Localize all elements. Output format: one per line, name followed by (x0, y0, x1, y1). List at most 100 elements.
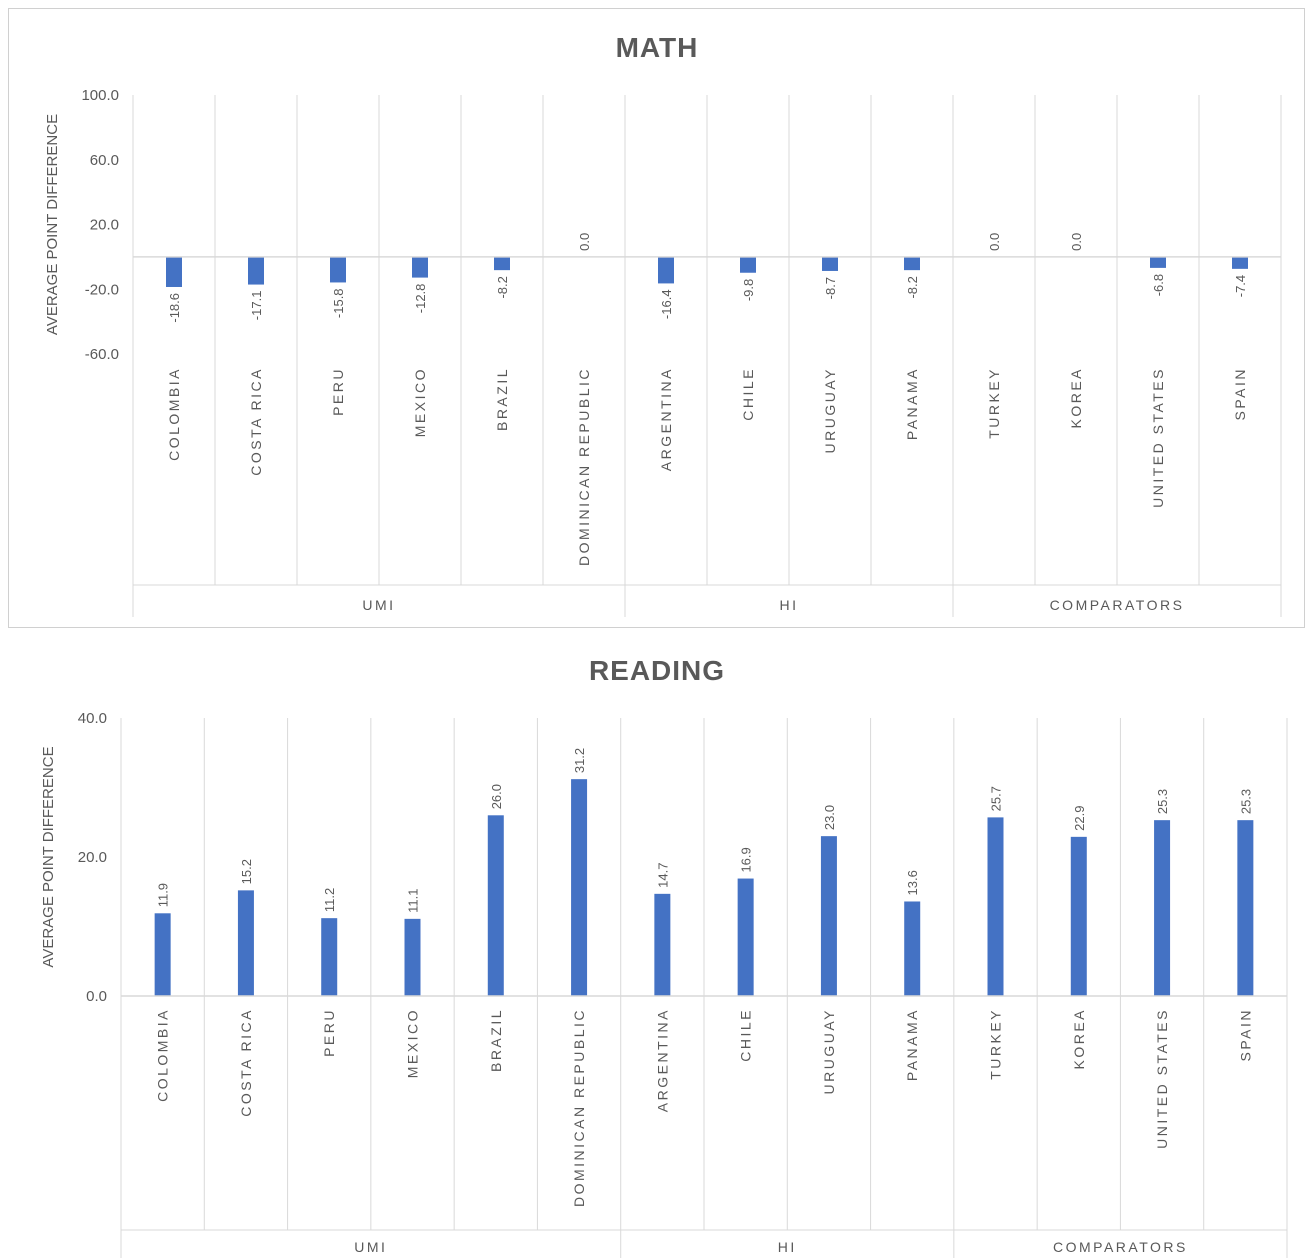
chart-title: READING (589, 655, 725, 686)
group-label: COMPARATORS (1053, 1239, 1188, 1255)
data-label: 22.9 (1072, 806, 1087, 831)
y-tick-label: -60.0 (85, 346, 119, 363)
group-label: COMPARATORS (1050, 597, 1185, 613)
bar (740, 256, 756, 273)
y-tick-label: 0.0 (86, 988, 107, 1005)
category-label: COSTA RICA (248, 367, 264, 476)
bar (1154, 820, 1171, 996)
group-label: HI (780, 597, 799, 613)
chart-title: MATH (616, 32, 699, 63)
bar (1070, 836, 1087, 996)
bar (654, 893, 671, 996)
category-label: KOREA (1071, 1008, 1087, 1070)
data-label: 25.3 (1238, 789, 1253, 814)
category-label: SPAIN (1232, 367, 1248, 420)
group-label: UMI (362, 597, 395, 613)
data-label: 16.9 (739, 847, 754, 872)
bar (904, 256, 920, 271)
bar (487, 815, 504, 996)
data-label: 11.2 (322, 888, 337, 912)
category-label: ARGENTINA (658, 367, 674, 471)
group-label: UMI (354, 1239, 387, 1255)
y-axis-label: AVERAGE POINT DIFFERENCE (40, 746, 57, 967)
data-label: -16.4 (659, 289, 674, 319)
data-label: 23.0 (822, 805, 837, 830)
bar (571, 779, 588, 996)
category-label: COLOMBIA (155, 1008, 171, 1102)
category-label: CHILE (738, 1008, 754, 1062)
bar (404, 918, 421, 996)
bar (412, 256, 428, 278)
category-label: TURKEY (988, 1008, 1004, 1080)
bar (166, 256, 182, 287)
category-label: DOMINICAN REPUBLIC (571, 1008, 587, 1207)
y-tick-label: 20.0 (90, 217, 119, 234)
category-label: MEXICO (405, 1008, 421, 1078)
bar (904, 901, 921, 996)
data-label: -9.8 (741, 279, 756, 301)
category-label: PANAMA (904, 367, 920, 440)
data-label: 11.9 (156, 883, 171, 907)
y-tick-label: 100.0 (81, 87, 119, 104)
math-chart: MATH AVERAGE POINT DIFFERENCE 100.0 60.0 20.… (44, 32, 1282, 617)
category-label: URUGUAY (822, 367, 838, 453)
category-label: KOREA (1068, 367, 1084, 429)
data-label: -7.4 (1233, 275, 1248, 297)
bar (1237, 820, 1254, 996)
category-label: PERU (321, 1008, 337, 1057)
y-tick-label: 20.0 (78, 849, 107, 866)
data-label: 0.0 (577, 233, 592, 251)
data-label: 14.7 (655, 863, 670, 888)
bar (987, 817, 1004, 996)
data-label: -8.2 (495, 276, 510, 298)
bar (822, 256, 838, 271)
category-label: COLOMBIA (166, 367, 182, 461)
data-label: 25.3 (1155, 789, 1170, 814)
y-axis-label: AVERAGE POINT DIFFERENCE (44, 114, 61, 335)
bar (494, 256, 510, 271)
y-tick-label: 60.0 (90, 152, 119, 169)
category-label: PERU (330, 367, 346, 416)
data-label: -8.7 (823, 277, 838, 299)
data-label: 26.0 (489, 784, 504, 809)
bar (820, 836, 837, 996)
data-label: -18.6 (167, 293, 182, 323)
data-label: 25.7 (989, 786, 1004, 811)
math-chart-panel: MATH AVERAGE POINT DIFFERENCE 100.0 60.0 20.… (8, 8, 1305, 628)
bar (1232, 256, 1248, 269)
data-label: -8.2 (905, 276, 920, 298)
bar (321, 918, 338, 996)
group-label: HI (778, 1239, 797, 1255)
data-label: 31.2 (572, 748, 587, 773)
bar (1150, 256, 1166, 268)
category-label: UNITED STATES (1150, 367, 1166, 508)
category-label: UNITED STATES (1154, 1008, 1170, 1149)
bar (737, 878, 754, 996)
data-label: -15.8 (331, 288, 346, 318)
category-label: PANAMA (904, 1008, 920, 1081)
data-label: 0.0 (1069, 233, 1084, 251)
category-label: SPAIN (1237, 1008, 1253, 1061)
category-label: ARGENTINA (654, 1008, 670, 1112)
category-label: BRAZIL (494, 367, 510, 431)
category-label: TURKEY (986, 367, 1002, 439)
y-tick-label: -20.0 (85, 281, 119, 298)
data-label: 15.2 (239, 859, 254, 884)
category-label: COSTA RICA (238, 1008, 254, 1117)
data-label: -6.8 (1151, 274, 1166, 296)
y-tick-label: 40.0 (78, 710, 107, 727)
bar (330, 256, 346, 283)
category-label: CHILE (740, 367, 756, 421)
reading-chart: READING AVERAGE POINT DIFFERENCE 40.0 20.0 0… (40, 655, 1288, 1258)
bar (154, 913, 171, 996)
data-label: -12.8 (413, 284, 428, 314)
data-label: 0.0 (987, 233, 1002, 251)
category-label: BRAZIL (488, 1008, 504, 1072)
data-label: 13.6 (905, 870, 920, 895)
data-label: 11.1 (406, 889, 421, 913)
data-label: -17.1 (249, 291, 264, 321)
category-label: DOMINICAN REPUBLIC (576, 367, 592, 566)
bar (248, 256, 264, 285)
reading-chart-panel: READING AVERAGE POINT DIFFERENCE 40.0 20.0 0… (0, 630, 1307, 1258)
bar (237, 890, 254, 996)
